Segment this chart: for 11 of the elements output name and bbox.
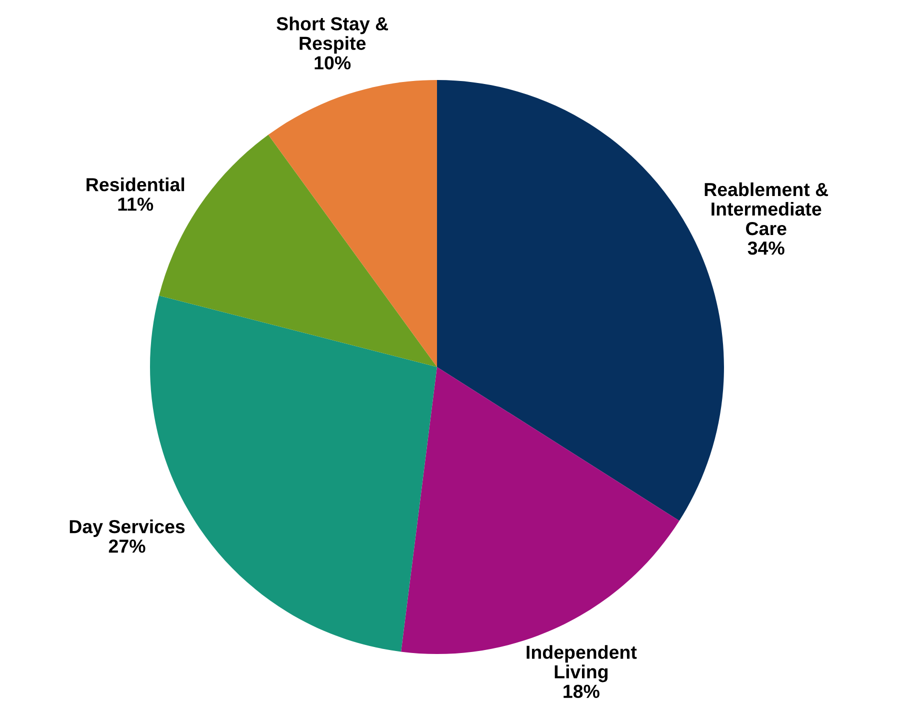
pie-slice [268, 80, 437, 367]
data-label: 18% [564, 684, 600, 698]
data-label: 10% [314, 56, 351, 70]
slice-label: Residential [86, 178, 184, 192]
slice-label: Independent Living [526, 645, 637, 682]
slice-label: Short Stay & Respite [276, 16, 388, 54]
slice-label: Reablement & Intermediate Care [704, 182, 828, 236]
data-label: 34% [748, 241, 784, 255]
slice-label: Day Services [70, 520, 185, 537]
data-label: 11% [118, 198, 154, 211]
data-label: 27% [108, 540, 146, 553]
